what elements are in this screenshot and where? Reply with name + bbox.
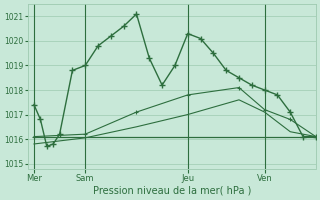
X-axis label: Pression niveau de la mer( hPa ): Pression niveau de la mer( hPa ) [92, 186, 251, 196]
